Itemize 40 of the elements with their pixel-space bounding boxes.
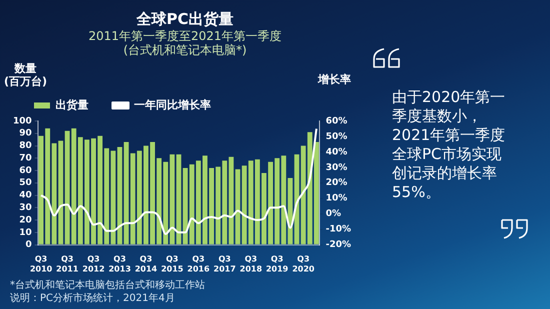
y-tick-label: 60 [19,166,32,176]
y2-tick-label: -10% [326,224,352,235]
y2-tick-label: 0% [326,209,342,220]
x-tick-label: Q3 2014 [134,254,158,274]
chart-title: 全球PC出货量 [135,10,234,29]
y2-tick-label: 30% [326,162,348,173]
y-tick-label: 90 [19,128,32,139]
text: *台式机和笔记本电脑包括台式和移动工作站 [10,279,205,292]
y2-axis-title: 增长率 [318,72,351,87]
y-tick-label: 80 [19,141,32,152]
y-tick-label: 50 [19,178,32,188]
y-tick-label: 40 [19,190,32,201]
text: 说明：PC分析市场统计，2021年4月 [10,292,176,305]
y-tick-label: 30 [19,203,32,214]
y-tick-label: 20 [19,215,32,226]
y2-tick-label: 10% [326,194,348,204]
x-tick-label: Q3 2016 [187,254,210,274]
y-tick-label: 70 [19,153,32,164]
y-tick-label: 0 [26,240,32,250]
x-tick-label: Q3 2018 [240,254,262,274]
x-tick-label: Q3 2019 [266,254,289,274]
x-tick-label: Q3 2020 [292,254,315,274]
x-tick-label: Q3 2015 [161,254,184,274]
y2-tick-label: 50% [326,132,348,142]
chart-subtitle: 2011年第一季度至2021年第一季度 (台式机和笔记本电脑*) [87,29,283,57]
x-tick-label: Q3 2013 [108,254,131,274]
x-tick-label: Q3 2011 [56,254,79,274]
legend-label: 一年同比增长率 [134,98,211,112]
text: 由于2020年第一季度基数小，2021年第一季度全球PC市场实现创记录的增长率55%。 [392,88,506,202]
y2-tick-label: 60% [326,116,348,126]
x-tick-label: Q3 2017 [214,254,236,274]
x-tick-label: Q3 2010 [30,254,53,274]
y2-tick-label: -20% [326,240,352,250]
y-tick-label: 100 [12,116,32,126]
legend-label: 出货量 [56,98,88,112]
x-tick-label: Q3 2012 [82,254,105,274]
y-tick-label: 10 [19,228,32,238]
y2-tick-label: 20% [326,178,348,188]
y2-tick-label: 40% [326,147,348,158]
y-axis-title: 数量 (百万台) [4,62,48,88]
